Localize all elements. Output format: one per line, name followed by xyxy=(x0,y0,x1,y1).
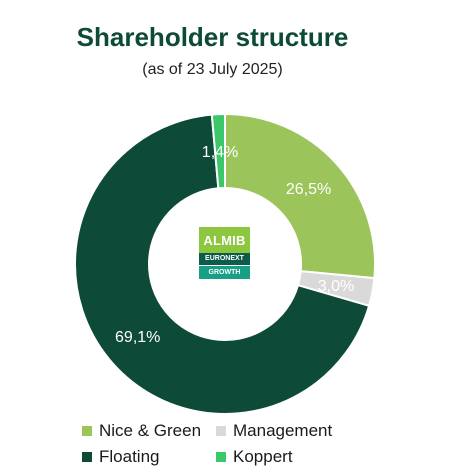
slice-value-label: 69,1% xyxy=(115,329,160,346)
legend-row: Nice & Green Management xyxy=(82,418,442,444)
legend-swatch xyxy=(82,452,92,462)
donut-slice-floating xyxy=(74,113,371,415)
legend-item-floating: Floating xyxy=(82,447,216,467)
chart-title: Shareholder structure xyxy=(76,22,349,52)
donut-slice-koppert xyxy=(210,112,226,190)
logo-growth-text: GROWTH xyxy=(199,265,250,279)
legend-label: Floating xyxy=(99,447,160,466)
chart-subtitle: (as of 23 July 2025) xyxy=(142,61,283,78)
logo-euronext-text: EURONEXT xyxy=(199,253,250,265)
legend-label: Nice & Green xyxy=(99,421,202,440)
slice-value-label: 3,0% xyxy=(318,278,354,295)
legend-item-koppert: Koppert xyxy=(216,447,366,467)
legend-row: Floating Koppert xyxy=(82,444,442,470)
slice-value-label: 1,4% xyxy=(202,144,238,161)
legend-item-management: Management xyxy=(216,421,366,441)
legend-label: Management xyxy=(233,421,333,440)
legend-item-nice-green: Nice & Green xyxy=(82,421,216,441)
legend-swatch xyxy=(82,426,92,436)
logo-almib-text: ALMIB xyxy=(199,227,250,253)
donut-slice-nice-green xyxy=(224,112,376,280)
legend-swatch xyxy=(216,452,226,462)
slice-value-label: 26,5% xyxy=(286,181,331,198)
legend-label: Koppert xyxy=(233,447,293,466)
chart-legend: Nice & Green Management Floating Koppert xyxy=(82,418,442,470)
almib-euronext-growth-logo: ALMIB EURONEXT GROWTH xyxy=(199,227,250,279)
legend-swatch xyxy=(216,426,226,436)
